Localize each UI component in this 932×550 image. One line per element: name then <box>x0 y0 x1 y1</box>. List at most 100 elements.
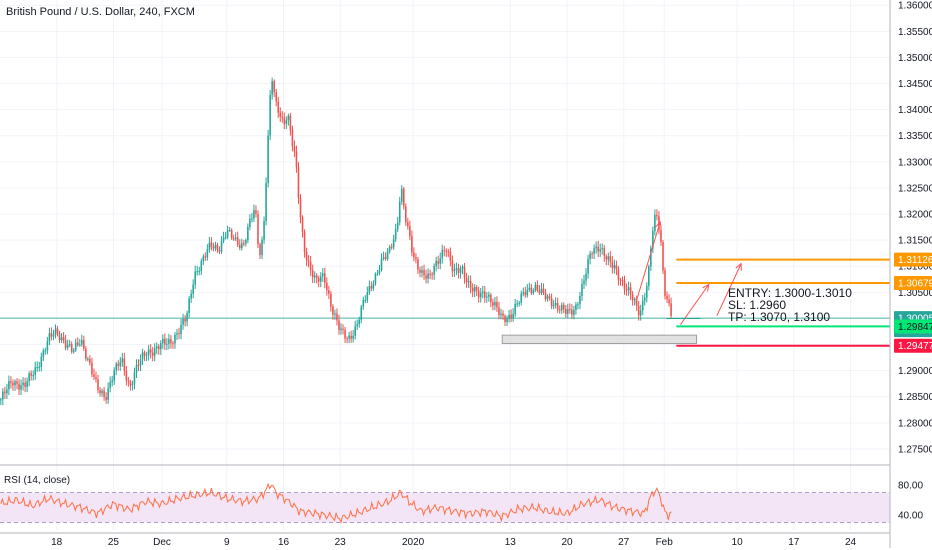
candle-body-5 <box>10 381 12 383</box>
candle-body-294 <box>595 246 597 249</box>
candle-body-203 <box>411 236 413 253</box>
candle-body-241 <box>488 294 490 297</box>
arrow-to-tp2 <box>716 263 742 317</box>
candle-body-167 <box>338 320 340 330</box>
arrow-prior-move-head <box>655 220 662 229</box>
candle-body-175 <box>354 326 356 336</box>
candle-body-80 <box>162 338 164 344</box>
candle-body-282 <box>571 309 573 315</box>
candle-body-238 <box>481 291 484 294</box>
candle-body-275 <box>556 302 559 310</box>
candle-body-220 <box>445 250 448 252</box>
candle-body-23 <box>46 341 49 351</box>
candle-body-99 <box>200 261 203 272</box>
price-tick-4: 1.34000 <box>898 105 932 116</box>
candle-body-89 <box>180 324 182 335</box>
candle-body-110 <box>222 237 225 242</box>
candle-body-272 <box>550 297 553 307</box>
candle-body-113 <box>228 230 231 232</box>
candle-body-118 <box>238 244 241 248</box>
candle-body-218 <box>441 250 444 259</box>
price-tick-15: 1.28500 <box>898 392 932 403</box>
candle-body-124 <box>251 218 253 220</box>
candle-body-125 <box>253 210 255 219</box>
time-tick-4: 16 <box>278 537 290 548</box>
price-tags: 1.311261.306791.3000502:05:441.298471.29… <box>894 252 932 353</box>
candle-body-88 <box>178 333 180 335</box>
candle-body-291 <box>589 253 591 260</box>
candle-body-321 <box>650 248 652 267</box>
candle-body-316 <box>639 310 642 316</box>
candle-body-66 <box>133 372 136 384</box>
candle-body-83 <box>168 339 170 344</box>
candle-body-250 <box>506 318 508 323</box>
arrow-to-tp2-head <box>735 262 742 271</box>
candle-body-126 <box>255 210 257 214</box>
price-tag-1: 1.30679 <box>898 278 932 289</box>
candle-body-133 <box>269 94 271 136</box>
candle-body-155 <box>313 275 316 278</box>
candle-body-143 <box>289 115 292 131</box>
price-tick-2: 1.35000 <box>898 53 932 64</box>
candle-body-201 <box>407 222 409 227</box>
arrow-prior-move <box>635 221 661 303</box>
time-tick-8: 20 <box>561 537 573 548</box>
candle-body-156 <box>315 275 318 278</box>
candle-body-96 <box>194 271 197 285</box>
candle-body-64 <box>129 381 132 386</box>
candle-body-157 <box>317 277 320 282</box>
candle-body-205 <box>415 257 417 260</box>
candle-body-306 <box>619 279 622 281</box>
candle-body-269 <box>544 292 547 300</box>
candle-body-94 <box>190 293 192 299</box>
candle-body-237 <box>479 293 482 298</box>
candle-body-75 <box>151 352 154 356</box>
candle-body-174 <box>352 335 354 339</box>
candle-body-317 <box>641 300 644 311</box>
price-tick-17: 1.27500 <box>898 444 932 455</box>
candle-body-168 <box>340 328 342 330</box>
candle-body-169 <box>342 328 344 330</box>
candle-body-6 <box>12 382 14 386</box>
candle-body-57 <box>115 363 118 371</box>
candle-body-265 <box>536 284 539 291</box>
candle-body-231 <box>467 280 470 283</box>
candle-body-123 <box>249 219 251 227</box>
candle-body-258 <box>522 292 525 294</box>
candle-body-195 <box>394 229 397 240</box>
candle-body-173 <box>350 335 352 339</box>
price-tag-bg-1 <box>894 275 932 290</box>
candle-body-303 <box>613 265 616 268</box>
rsi-line <box>0 482 672 524</box>
candle-body-310 <box>627 287 630 291</box>
candle-body-141 <box>285 120 288 124</box>
candle-body-293 <box>593 248 595 254</box>
candle-body-55 <box>111 380 113 383</box>
time-tick-13: 24 <box>845 537 857 548</box>
candle-body-119 <box>240 243 243 248</box>
candle-body-92 <box>186 313 188 322</box>
candle-body-134 <box>271 81 273 95</box>
candle-body-129 <box>261 239 263 255</box>
candle-body-255 <box>516 303 518 305</box>
candle-body-281 <box>569 309 571 311</box>
candle-body-304 <box>615 265 618 270</box>
candle-body-270 <box>546 296 549 300</box>
candle-body-208 <box>421 270 423 273</box>
candle-body-191 <box>386 251 389 259</box>
candle-body-71 <box>143 352 146 356</box>
annotation-tp: TP: 1.3070, 1.3100 <box>728 310 830 324</box>
candle-body-117 <box>236 237 239 245</box>
candle-body-299 <box>605 256 608 260</box>
candle-body-140 <box>283 117 286 124</box>
candle-body-214 <box>433 266 435 275</box>
price-level-lines <box>0 258 890 347</box>
price-tag-0: 1.31126 <box>898 255 932 266</box>
time-tick-3: 9 <box>224 537 230 548</box>
candle-body-184 <box>372 283 375 289</box>
candle-body-312 <box>631 294 634 301</box>
candle-body-188 <box>380 258 383 270</box>
